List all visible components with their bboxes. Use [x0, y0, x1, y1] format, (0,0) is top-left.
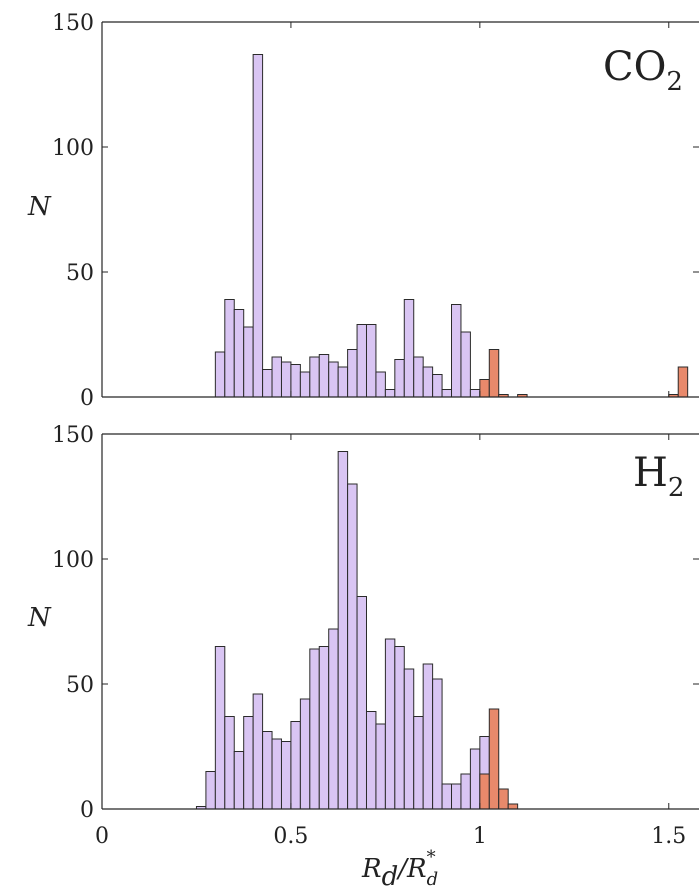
h2-bar-14 — [328, 628, 339, 810]
co2-bar-6 — [271, 356, 282, 398]
h2-bar-1 — [205, 771, 216, 810]
co2-histogram-panel: 0 50 100 150 N CO2 — [27, 11, 699, 411]
h2-y-tick-label-0: 0 — [80, 798, 94, 823]
h2-bar-6 — [252, 693, 264, 810]
co2-bar-29 — [488, 349, 500, 398]
co2-bar-0 — [214, 351, 226, 398]
co2-bar-2 — [233, 309, 245, 398]
h2-bar-21 — [394, 646, 405, 810]
co2-bar-3 — [243, 326, 254, 398]
h2-bar-24 — [422, 663, 434, 810]
h2-bar-5 — [243, 716, 254, 810]
h2-y-tick-label-1: 50 — [66, 673, 94, 698]
h2-bar-33 — [498, 788, 509, 810]
h2-bar-10 — [290, 721, 301, 810]
h2-bar-31 — [479, 773, 490, 810]
co2-y-axis-label: N — [27, 192, 52, 222]
co2-bar-7 — [280, 361, 292, 398]
h2-gas-label: H2 — [633, 450, 684, 503]
h2-x-tick-label-0: 0 — [95, 824, 109, 849]
co2-y-tick-label-1: 50 — [66, 261, 94, 286]
h2-y-axis-label: N — [27, 603, 52, 633]
h2-bar-17 — [356, 596, 367, 810]
co2-bar-9 — [299, 371, 311, 398]
co2-bar-12 — [328, 361, 339, 398]
h2-x-tick-label-2: 1 — [473, 824, 487, 849]
h2-bar-18 — [365, 711, 377, 810]
co2-bar-33 — [677, 366, 689, 398]
co2-bar-18 — [384, 389, 396, 398]
h2-bar-4 — [233, 751, 245, 810]
co2-bar-11 — [318, 354, 330, 398]
h2-bar-7 — [262, 731, 273, 810]
co2-bar-17 — [375, 371, 386, 398]
h2-bar-29 — [469, 748, 481, 810]
co2-bar-19 — [394, 359, 405, 398]
co2-axes: 0 50 100 150 — [52, 11, 699, 411]
h2-bar-20 — [384, 638, 396, 810]
h2-bar-8 — [271, 738, 282, 810]
h2-bar-3 — [224, 716, 235, 810]
co2-bar-8 — [290, 364, 301, 398]
h2-y-tick-label-2: 100 — [52, 548, 94, 573]
co2-bars — [214, 54, 689, 398]
co2-bar-5 — [262, 369, 273, 398]
h2-bar-12 — [309, 648, 320, 810]
h2-bar-23 — [413, 716, 424, 810]
h2-x-tick-label-3: 1.5 — [651, 824, 686, 849]
h2-axes: 0 50 100 150 0 0.5 1 1.5 — [52, 423, 699, 849]
co2-y-tick-label-0: 0 — [80, 386, 94, 411]
co2-bar-21 — [413, 356, 424, 398]
co2-bar-13 — [337, 366, 349, 398]
co2-bar-10 — [309, 356, 320, 398]
h2-bar-25 — [432, 678, 443, 810]
co2-gas-label: CO2 — [603, 44, 683, 97]
co2-bar-24 — [441, 389, 453, 398]
co2-bar-26 — [460, 331, 471, 398]
h2-bars — [195, 451, 519, 810]
co2-y-tick-label-2: 100 — [52, 136, 94, 161]
co2-bar-23 — [432, 374, 443, 398]
h2-bar-32 — [488, 708, 500, 810]
h2-bar-13 — [318, 646, 330, 810]
co2-bar-16 — [365, 324, 377, 398]
h2-bar-2 — [214, 646, 226, 810]
h2-bar-26 — [441, 783, 453, 810]
h2-bar-22 — [403, 668, 415, 810]
h2-bar-34 — [507, 803, 519, 810]
co2-bar-1 — [224, 299, 235, 398]
h2-bar-19 — [375, 723, 386, 810]
co2-bar-4 — [252, 54, 264, 398]
co2-bar-14 — [347, 349, 358, 398]
co2-bar-20 — [403, 299, 415, 398]
h2-histogram-panel: 0 50 100 150 0 0.5 1 1.5 N H2 Rd/R* d — [27, 423, 699, 892]
co2-y-tick-label-3: 150 — [52, 11, 94, 36]
co2-bar-27 — [469, 389, 481, 398]
h2-bar-28 — [460, 773, 471, 810]
h2-y-tick-label-3: 150 — [52, 423, 94, 448]
co2-bar-28 — [479, 379, 490, 398]
co2-bar-25 — [451, 304, 462, 398]
co2-bar-15 — [356, 324, 367, 398]
h2-bar-27 — [451, 783, 462, 810]
co2-bar-22 — [422, 366, 434, 398]
h2-bar-16 — [347, 483, 358, 810]
h2-bar-11 — [299, 698, 311, 810]
h2-x-tick-label-1: 0.5 — [273, 824, 308, 849]
h2-bar-9 — [280, 741, 292, 810]
h2-bar-15 — [337, 451, 349, 810]
x-axis-label: Rd/R* d — [361, 847, 438, 892]
